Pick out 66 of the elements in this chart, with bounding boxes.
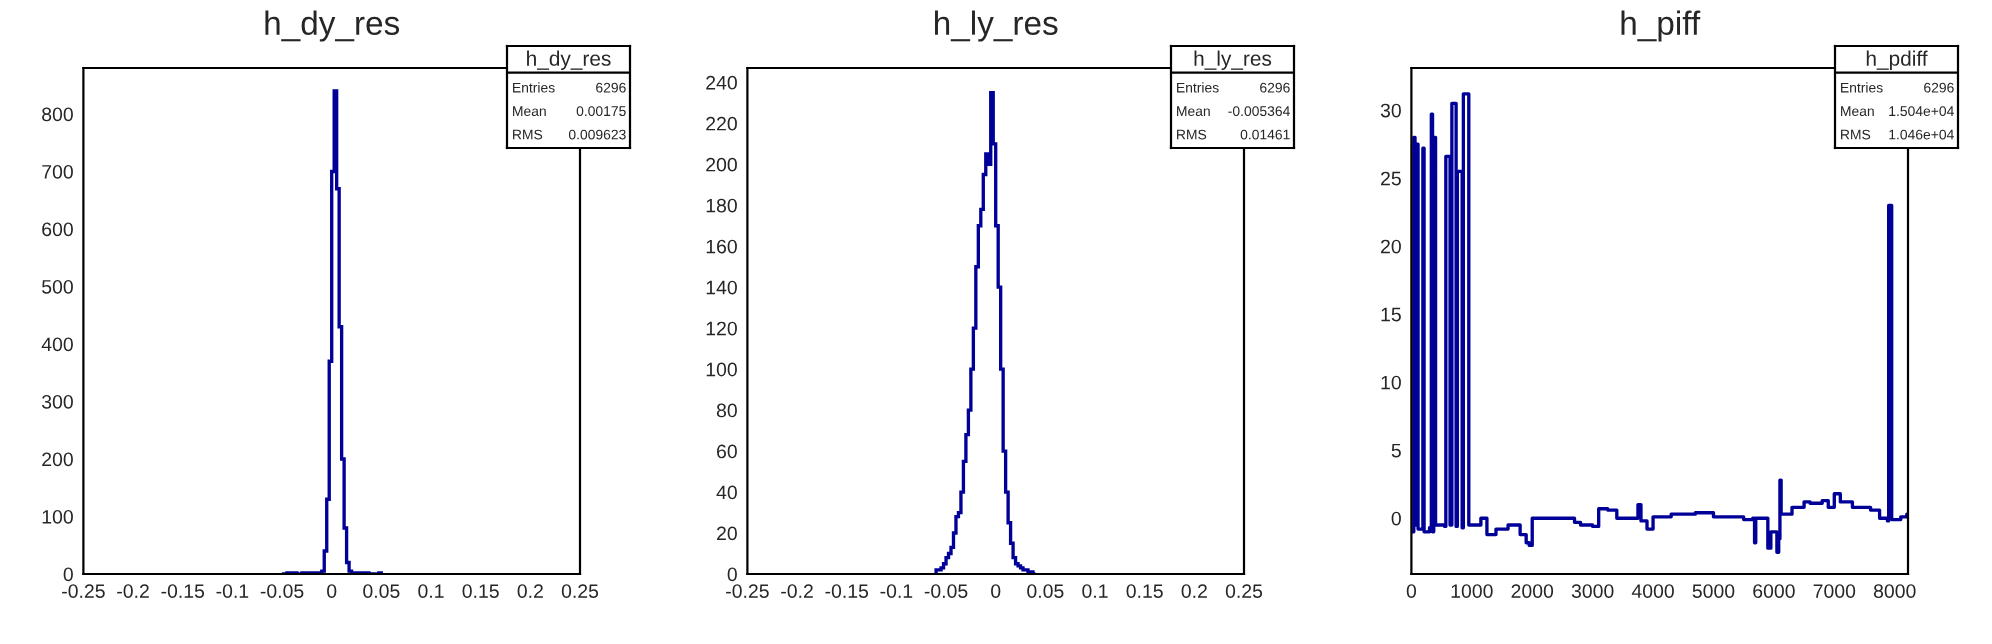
y-tick-label: 15 [1381, 307, 1401, 322]
x-tick-label: 8000 [1873, 584, 1916, 598]
x-tick-label: 3000 [1571, 584, 1614, 598]
y-tick-label: 20 [1381, 239, 1401, 254]
x-tick-label: -0.1 [216, 584, 249, 598]
x-tick-label: -0.25 [62, 584, 105, 598]
y-tick-label: 700 [42, 164, 73, 179]
y-tick-label: 200 [42, 452, 73, 467]
y-tick-label: 120 [706, 321, 737, 336]
annotation: h_ly_res [1194, 50, 1272, 70]
x-tick-label: 0.25 [561, 584, 599, 598]
annotation: h_pdiff [1866, 50, 1928, 70]
x-tick-label: -0.2 [117, 584, 149, 598]
x-tick-label: 7000 [1813, 584, 1856, 598]
x-tick-label: 0 [327, 584, 337, 598]
x-tick-label: 1000 [1451, 584, 1493, 598]
chart-title: h_dy_res [265, 10, 400, 42]
y-tick-label: 220 [706, 116, 737, 131]
x-tick-label: -0.15 [825, 584, 869, 598]
y-tick-label: 0 [63, 567, 73, 582]
x-tick-label: 0.2 [517, 584, 543, 598]
y-tick-label: 25 [1381, 171, 1401, 186]
y-tick-label: 800 [42, 107, 73, 122]
x-tick-label: 0.2 [1181, 584, 1207, 598]
y-tick-label: 500 [42, 279, 73, 294]
y-tick-label: 600 [42, 222, 73, 237]
y-tick-label: 5 [1391, 443, 1401, 458]
y-tick-label: 300 [41, 394, 73, 409]
y-tick-label: 100 [706, 362, 737, 377]
y-tick-label: 30 [1380, 103, 1401, 118]
y-tick-label: 240 [706, 75, 737, 90]
x-tick-label: 0.25 [1225, 584, 1263, 598]
chart-title: h_ly_res [935, 10, 1058, 42]
x-tick-label: -0.25 [726, 584, 769, 598]
x-tick-label: 0.15 [1126, 584, 1163, 598]
y-tick-label: 100 [42, 509, 73, 524]
y-tick-label: 60 [717, 444, 737, 459]
x-tick-label: -0.2 [781, 584, 813, 598]
chart-title: h_piff [1621, 10, 1701, 42]
annotation: h_dy_res [527, 50, 611, 70]
y-tick-label: 160 [706, 239, 737, 254]
x-tick-label: 5000 [1692, 584, 1735, 598]
x-tick-label: 0 [1406, 584, 1417, 598]
x-tick-label: -0.1 [880, 584, 913, 598]
y-tick-label: 180 [706, 198, 737, 213]
y-tick-label: 80 [716, 403, 737, 418]
x-tick-label: 0.05 [1027, 584, 1064, 598]
x-tick-label: 0.05 [363, 584, 400, 598]
x-tick-label: -0.05 [260, 584, 304, 598]
y-tick-label: 140 [706, 280, 737, 295]
x-tick-label: 2000 [1511, 584, 1554, 598]
x-tick-label: -0.15 [161, 584, 205, 598]
y-tick-label: 0 [1391, 511, 1401, 526]
y-tick-label: 40 [716, 485, 737, 500]
y-tick-label: 10 [1381, 375, 1401, 390]
y-tick-label: 0 [727, 567, 737, 582]
x-tick-label: 0.15 [462, 584, 499, 598]
x-tick-label: 6000 [1753, 584, 1795, 598]
y-tick-label: 200 [706, 157, 737, 172]
x-tick-label: 4000 [1631, 584, 1674, 598]
y-tick-label: 400 [41, 337, 73, 352]
x-tick-label: 0 [991, 584, 1001, 598]
x-tick-label: 0.1 [1082, 584, 1108, 598]
x-tick-label: 0.1 [418, 584, 444, 598]
y-tick-label: 20 [717, 526, 737, 541]
x-tick-label: -0.05 [924, 584, 968, 598]
